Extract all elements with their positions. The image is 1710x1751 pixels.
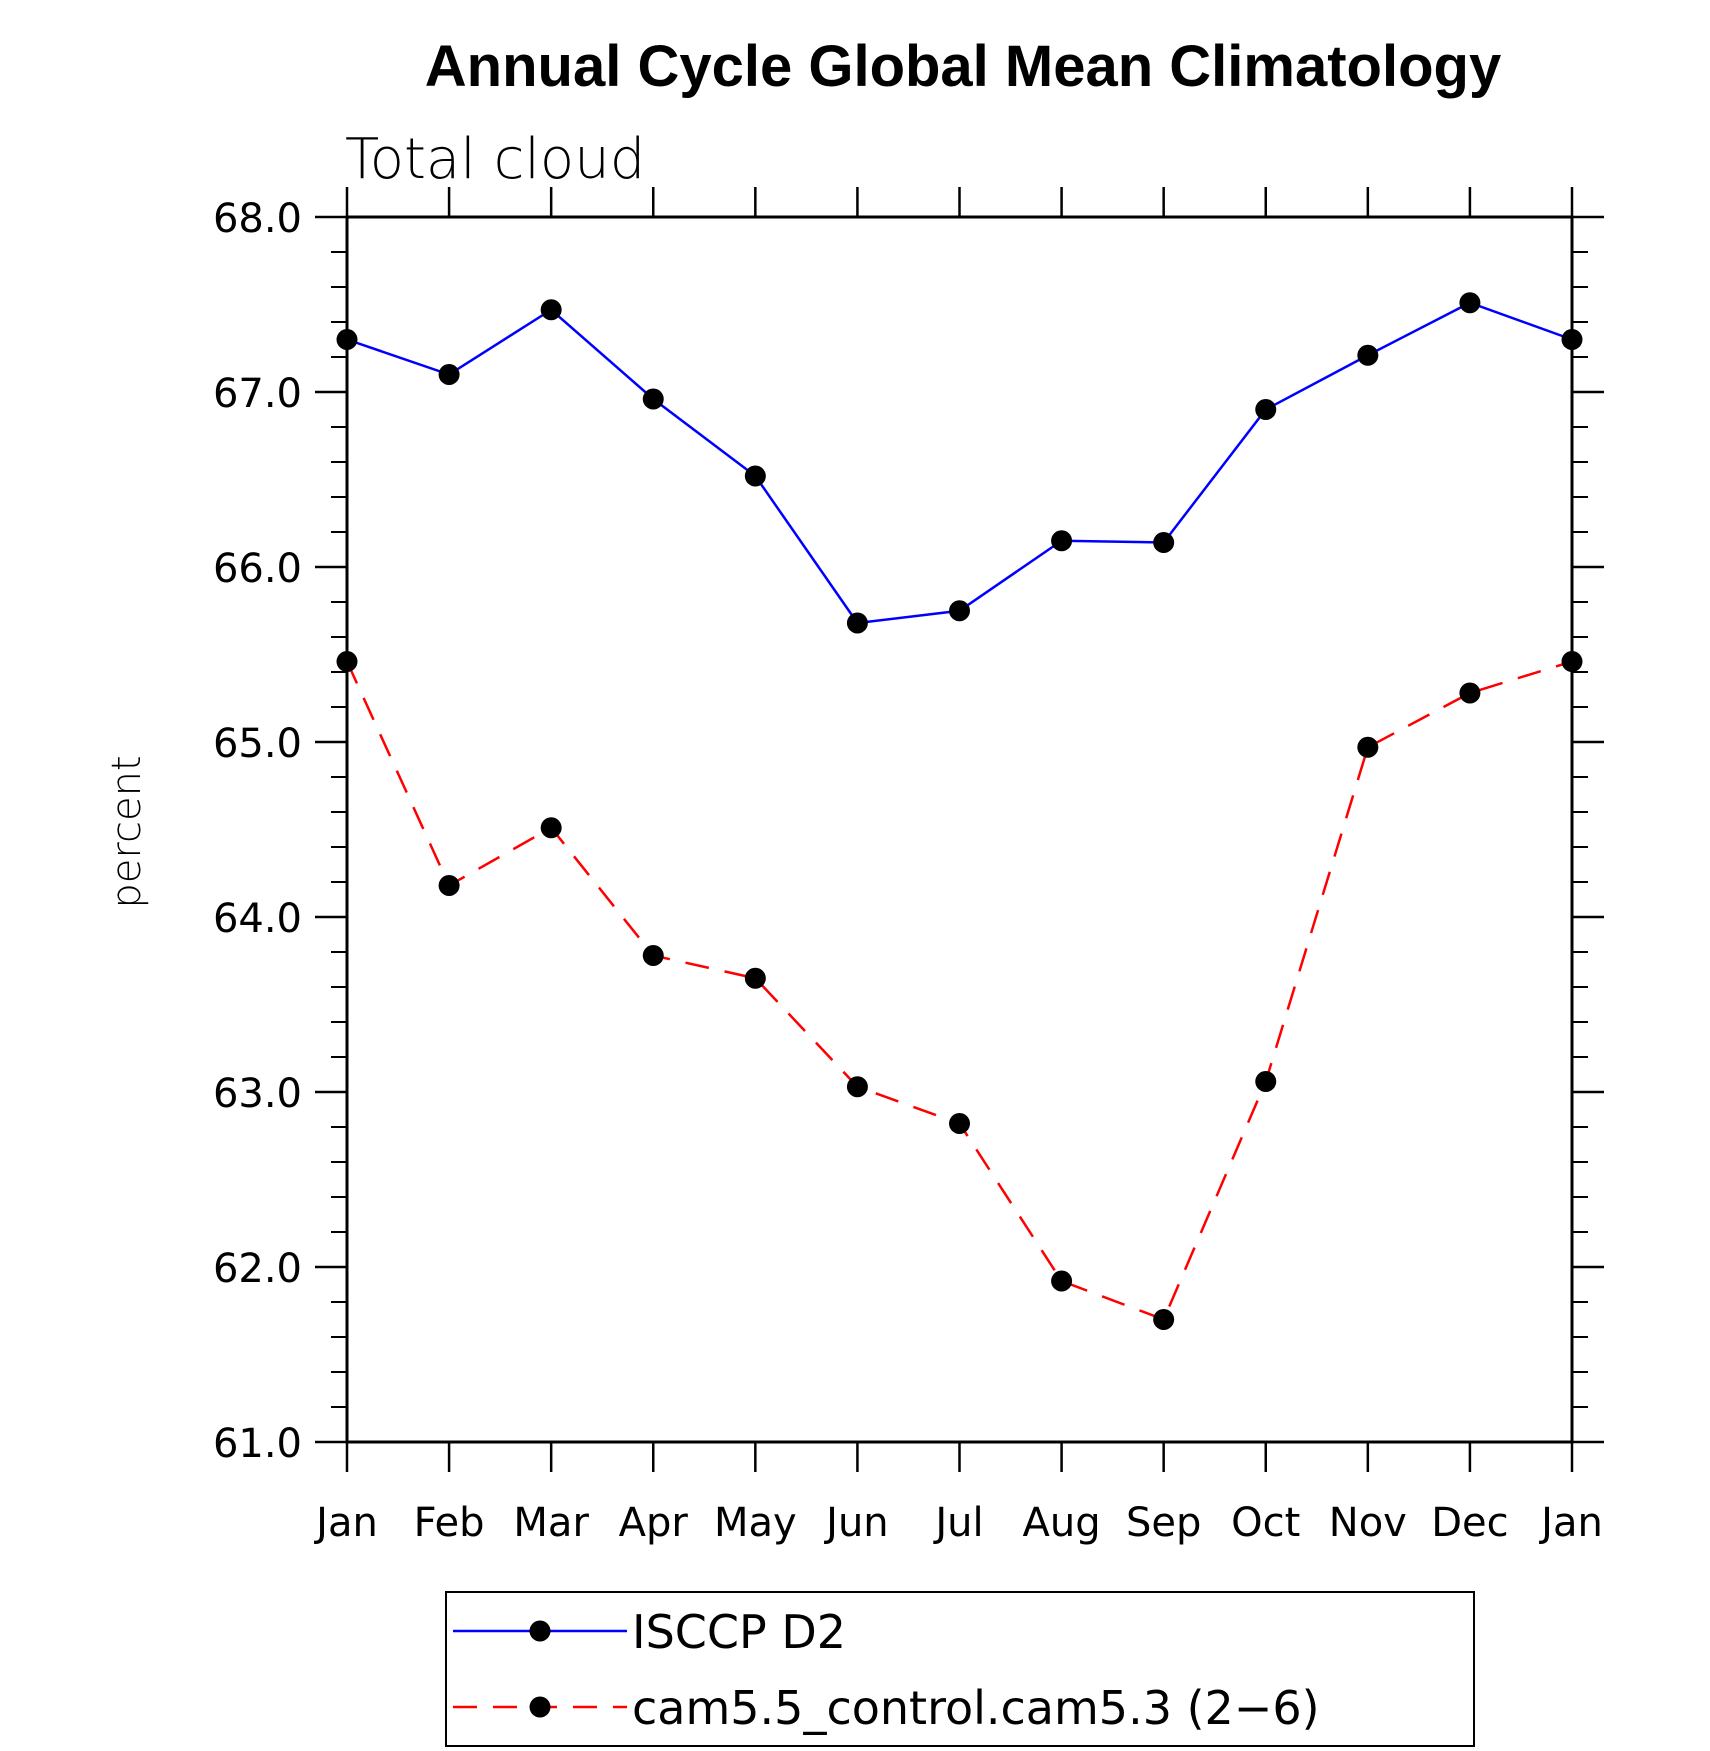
- legend-box: [445, 1591, 1475, 1747]
- x-tick-label: Feb: [414, 1500, 485, 1546]
- x-tick-label: Jan: [1538, 1500, 1603, 1546]
- x-tick-label: Jan: [313, 1500, 378, 1546]
- x-tick-label: Jun: [823, 1500, 889, 1546]
- x-tick-label: Apr: [619, 1500, 689, 1546]
- series-layer: [336, 292, 1583, 1330]
- data-point: [336, 651, 358, 672]
- chart-subtitle: Total cloud: [345, 127, 645, 192]
- y-tick-label: 61.0: [213, 1421, 302, 1467]
- y-tick-label: 66.0: [213, 546, 302, 592]
- y-axis-label: percent: [104, 755, 150, 908]
- data-point: [540, 817, 562, 839]
- data-point: [949, 600, 970, 622]
- y-tick-label: 65.0: [213, 721, 302, 767]
- x-tick-label: Nov: [1329, 1500, 1407, 1546]
- x-tick-label: Aug: [1023, 1500, 1101, 1546]
- plot-axes: 61.0 62.0 63.0 64.0 65.0 66.0 67.0 68.0 Jan Feb Ma…: [213, 187, 1604, 1546]
- series-1: [336, 292, 1583, 634]
- data-point: [1459, 292, 1481, 314]
- x-tick-label: Sep: [1126, 1500, 1201, 1546]
- x-tick-label: Oct: [1231, 1500, 1300, 1546]
- data-point: [1357, 736, 1379, 758]
- x-tick-label: Mar: [513, 1500, 589, 1546]
- data-point: [336, 329, 358, 350]
- data-point: [1255, 1071, 1277, 1092]
- y-tick-label: 62.0: [213, 1246, 302, 1292]
- data-point: [438, 364, 460, 385]
- data-point: [540, 299, 562, 321]
- y-tick-label: 63.0: [213, 1071, 302, 1117]
- y-tick-label: 68.0: [213, 196, 302, 242]
- data-point: [949, 1113, 970, 1134]
- data-point: [642, 945, 664, 966]
- data-point: [438, 875, 460, 896]
- data-point: [744, 465, 766, 487]
- y-tick-label: 64.0: [213, 896, 302, 942]
- data-point: [1153, 1309, 1175, 1330]
- data-point: [642, 388, 664, 410]
- data-point: [846, 1076, 868, 1098]
- data-point: [1153, 532, 1175, 553]
- legend-label: cam5.5_control.cam5.3 (2−6): [632, 1681, 1320, 1735]
- data-point: [1561, 651, 1583, 672]
- x-tick-label: Jul: [932, 1500, 983, 1546]
- data-point: [744, 967, 766, 989]
- legend-marker: [529, 1620, 551, 1642]
- plot-frame: [345, 215, 1574, 1444]
- chart-title: Annual Cycle Global Mean Climatology: [425, 34, 1501, 99]
- data-point: [1459, 682, 1481, 704]
- data-point: [1255, 399, 1277, 420]
- legend-label: ISCCP D2: [632, 1605, 846, 1659]
- series-line: [346, 301, 1573, 625]
- series-line: [345, 660, 1573, 1322]
- y-tick-label: 67.0: [213, 371, 302, 417]
- data-point: [846, 612, 868, 634]
- data-point: [1051, 1270, 1073, 1292]
- data-point: [1357, 344, 1379, 366]
- x-tick-label: Dec: [1431, 1500, 1508, 1546]
- legend: ISCCP D2 cam5.5_control.cam5.3 (2−6): [445, 1591, 1475, 1747]
- series-2: [336, 651, 1583, 1330]
- data-point: [1051, 530, 1073, 552]
- legend-marker: [529, 1696, 551, 1718]
- x-tick-label: May: [714, 1500, 797, 1546]
- data-point: [1561, 329, 1583, 350]
